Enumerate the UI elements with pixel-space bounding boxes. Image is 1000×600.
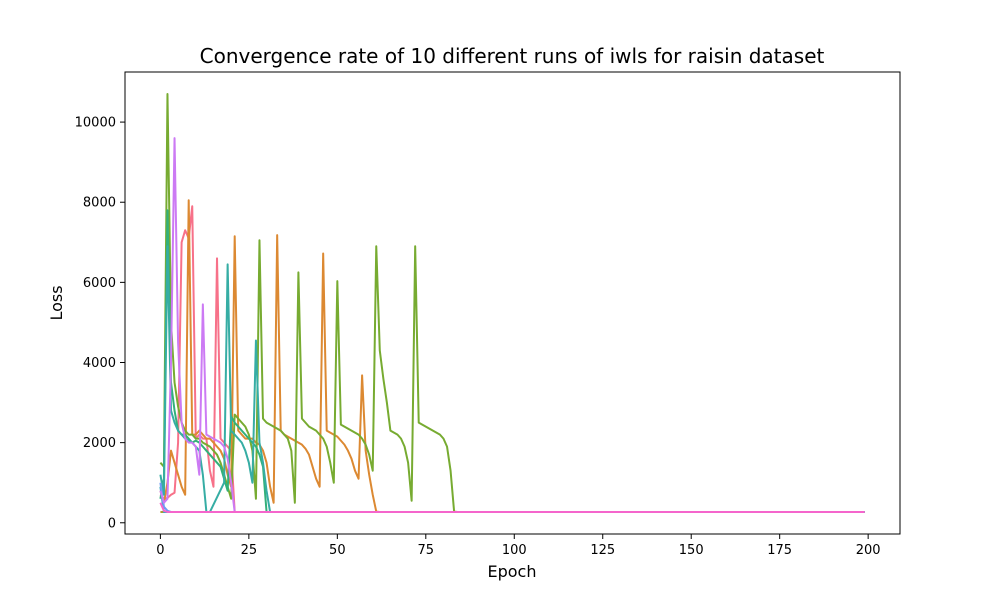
x-tick-label: 100 xyxy=(502,543,527,558)
x-tick-label: 0 xyxy=(156,543,164,558)
x-axis: 0 25 50 75 100 125 150 175 200 xyxy=(156,534,881,558)
y-tick-label: 0 xyxy=(108,516,116,531)
series-line-2 xyxy=(159,199,865,513)
series-line-10 xyxy=(159,502,865,513)
series-layer xyxy=(159,93,865,513)
x-tick-label: 175 xyxy=(767,543,792,558)
x-tick-label: 50 xyxy=(329,543,346,558)
x-tick-label: 75 xyxy=(418,543,435,558)
x-tick-label: 150 xyxy=(679,543,704,558)
y-axis-label: Loss xyxy=(47,285,66,320)
y-tick-label: 6000 xyxy=(83,276,116,291)
x-tick-label: 25 xyxy=(241,543,258,558)
y-tick-label: 8000 xyxy=(83,196,116,211)
x-axis-label: Epoch xyxy=(488,562,537,581)
x-tick-label: 125 xyxy=(590,543,615,558)
y-tick-label: 4000 xyxy=(83,356,116,371)
y-axis: 0 2000 4000 6000 8000 10000 xyxy=(75,116,125,531)
plot-area xyxy=(124,71,901,535)
plot-background xyxy=(125,72,900,534)
series-line-6 xyxy=(159,245,865,513)
series-line-4 xyxy=(159,93,865,513)
y-tick-label: 10000 xyxy=(75,116,116,131)
chart-title: Convergence rate of 10 different runs of… xyxy=(200,44,825,68)
series-line-9 xyxy=(159,137,865,513)
plot-frame xyxy=(124,71,901,535)
x-tick-label: 200 xyxy=(856,543,881,558)
y-tick-label: 2000 xyxy=(83,436,116,451)
